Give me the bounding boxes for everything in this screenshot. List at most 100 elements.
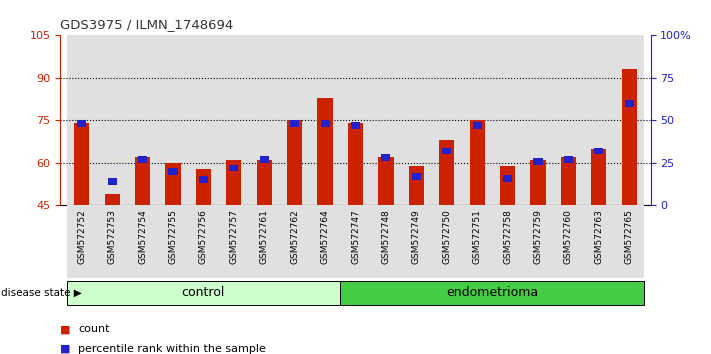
Bar — [592, 149, 606, 205]
Bar — [584, 205, 614, 278]
Text: GSM572755: GSM572755 — [169, 209, 178, 264]
Bar — [553, 35, 584, 205]
Text: GSM572748: GSM572748 — [381, 209, 390, 264]
Text: control: control — [182, 286, 225, 299]
Bar — [321, 120, 330, 127]
Bar — [614, 35, 644, 205]
Bar — [401, 205, 432, 278]
Bar — [310, 205, 341, 278]
Bar — [135, 157, 150, 205]
Bar — [188, 35, 218, 205]
Bar — [226, 160, 242, 205]
Bar — [553, 205, 584, 278]
Bar — [473, 122, 482, 129]
Text: GSM572754: GSM572754 — [138, 209, 147, 264]
Bar — [432, 35, 462, 205]
Bar — [370, 35, 401, 205]
Bar — [341, 205, 370, 278]
Bar — [97, 35, 127, 205]
Bar — [260, 156, 269, 163]
Bar — [249, 35, 279, 205]
Bar — [290, 120, 299, 127]
Text: ■: ■ — [60, 324, 71, 334]
Bar — [462, 35, 493, 205]
Text: disease state ▶: disease state ▶ — [1, 288, 82, 298]
Bar — [218, 35, 249, 205]
Bar — [409, 166, 424, 205]
Bar — [199, 176, 208, 183]
Bar — [439, 140, 454, 205]
Bar — [493, 205, 523, 278]
Text: GSM572757: GSM572757 — [230, 209, 238, 264]
Bar — [561, 157, 576, 205]
Bar — [442, 148, 451, 154]
Bar — [279, 35, 310, 205]
Bar — [348, 123, 363, 205]
Bar — [469, 120, 485, 205]
Bar — [158, 205, 188, 278]
Bar — [127, 35, 158, 205]
Bar — [138, 156, 147, 163]
Bar — [500, 166, 515, 205]
Bar — [107, 178, 117, 185]
Text: GSM572751: GSM572751 — [473, 209, 481, 264]
Bar — [169, 168, 178, 175]
Text: ■: ■ — [60, 344, 71, 354]
Bar — [287, 120, 302, 205]
Bar — [67, 35, 97, 205]
Bar — [77, 120, 86, 127]
Text: count: count — [78, 324, 109, 334]
Text: GSM572760: GSM572760 — [564, 209, 573, 264]
Bar — [310, 35, 341, 205]
Text: GSM572750: GSM572750 — [442, 209, 451, 264]
Bar — [594, 148, 604, 154]
Bar — [67, 205, 97, 278]
Bar — [533, 158, 542, 165]
Text: GSM572747: GSM572747 — [351, 209, 360, 264]
Bar — [351, 122, 360, 129]
Bar — [218, 205, 249, 278]
Text: GSM572753: GSM572753 — [107, 209, 117, 264]
Bar — [370, 205, 401, 278]
Text: GSM572756: GSM572756 — [199, 209, 208, 264]
Text: endometrioma: endometrioma — [447, 286, 538, 299]
Text: GSM572752: GSM572752 — [77, 209, 86, 264]
Bar — [523, 205, 553, 278]
Bar — [401, 35, 432, 205]
Bar — [188, 205, 218, 278]
Text: GSM572764: GSM572764 — [321, 209, 330, 264]
Text: percentile rank within the sample: percentile rank within the sample — [78, 344, 266, 354]
Bar — [530, 160, 545, 205]
Bar — [493, 35, 523, 205]
Bar — [97, 205, 127, 278]
Text: GSM572762: GSM572762 — [290, 209, 299, 264]
Bar — [378, 157, 393, 205]
FancyBboxPatch shape — [67, 281, 341, 305]
Bar — [105, 194, 119, 205]
Bar — [625, 100, 634, 107]
Text: GSM572749: GSM572749 — [412, 209, 421, 264]
Text: GSM572759: GSM572759 — [533, 209, 542, 264]
Bar — [564, 156, 573, 163]
Bar — [318, 98, 333, 205]
Bar — [584, 35, 614, 205]
Bar — [166, 163, 181, 205]
Bar — [523, 35, 553, 205]
Bar — [158, 35, 188, 205]
Bar — [621, 69, 637, 205]
Bar — [614, 205, 644, 278]
Text: GSM572761: GSM572761 — [260, 209, 269, 264]
Bar — [503, 175, 512, 182]
Text: GSM572765: GSM572765 — [625, 209, 634, 264]
Bar — [229, 165, 238, 171]
FancyBboxPatch shape — [341, 281, 644, 305]
Bar — [127, 205, 158, 278]
Bar — [257, 160, 272, 205]
Bar — [432, 205, 462, 278]
Bar — [279, 205, 310, 278]
Bar — [381, 154, 390, 161]
Bar — [74, 123, 90, 205]
Text: GSM572763: GSM572763 — [594, 209, 604, 264]
Bar — [249, 205, 279, 278]
Bar — [412, 173, 421, 180]
